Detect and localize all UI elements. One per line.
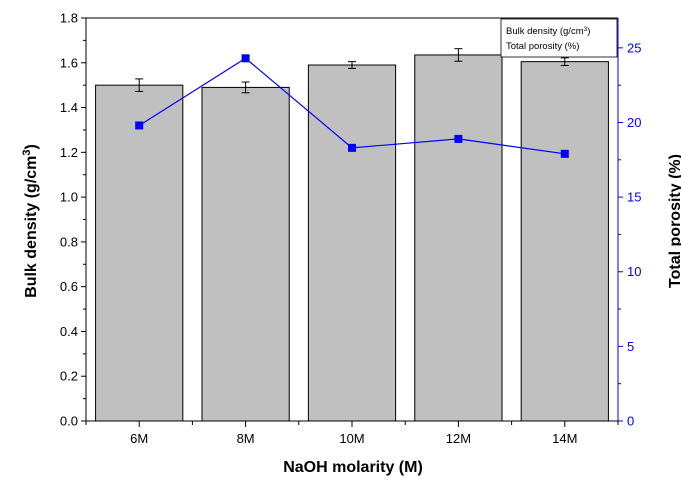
legend-box [500, 18, 618, 58]
bar-12M [414, 54, 503, 422]
y-tick-label-1.4: 1.4 [60, 100, 78, 115]
x-axis-label: NaOH molarity (M) [283, 459, 423, 476]
legend-entry-bulk-density: Bulk density (g/cm3) [506, 26, 590, 37]
bar-14M [520, 61, 609, 422]
y-tick-label-0.2: 0.2 [60, 369, 78, 384]
y2-tick-label-0: 0 [627, 414, 634, 429]
y-tick-label-0.6: 0.6 [60, 279, 78, 294]
y-tick-label-1.8: 1.8 [60, 11, 78, 26]
axes-layer: 0.0 0.2 0.4 0.6 0.8 1.0 1.2 1.4 1.6 1.8 0 5 10 15 20 25… [60, 11, 642, 447]
y-tick-label-1.2: 1.2 [60, 145, 78, 160]
y2-tick-label-10: 10 [627, 264, 641, 279]
legend: Bulk density (g/cm3) Total porosity (%) [500, 18, 618, 58]
porosity-point-14M [560, 149, 569, 158]
bar-6M [95, 84, 184, 422]
y-tick-label-0.8: 0.8 [60, 234, 78, 249]
bars-layer [95, 54, 609, 422]
y2-tick-label-25: 25 [627, 40, 641, 55]
y2-axis-label: Total porosity (%) [667, 154, 681, 288]
porosity-point-8M [241, 54, 250, 63]
x-tick-label-8M: 8M [237, 431, 255, 446]
y-tick-label-1.6: 1.6 [60, 55, 78, 70]
x-tick-label-12M: 12M [446, 431, 471, 446]
y-tick-label-1.0: 1.0 [60, 190, 78, 205]
porosity-point-6M [135, 121, 144, 130]
x-tick-label-6M: 6M [130, 431, 148, 446]
y-tick-label-0.0: 0.0 [60, 414, 78, 429]
porosity-line-layer [135, 54, 569, 158]
porosity-point-10M [348, 143, 356, 152]
y-tick-label-0.4: 0.4 [60, 324, 78, 339]
y2-tick-label-15: 15 [627, 190, 641, 205]
bar-10M [307, 64, 397, 422]
y2-tick-label-20: 20 [627, 115, 641, 130]
bar-8M [201, 86, 290, 422]
y2-tick-label-5: 5 [627, 339, 634, 354]
porosity-point-12M [454, 134, 463, 143]
x-tick-label-14M: 14M [552, 431, 577, 446]
legend-entry-total-porosity: Total porosity (%) [506, 41, 579, 52]
x-tick-label-10M: 10M [339, 431, 364, 446]
error-bars-layer [135, 48, 569, 94]
y-axis-label: Bulk density (g/cm3) [21, 144, 40, 298]
